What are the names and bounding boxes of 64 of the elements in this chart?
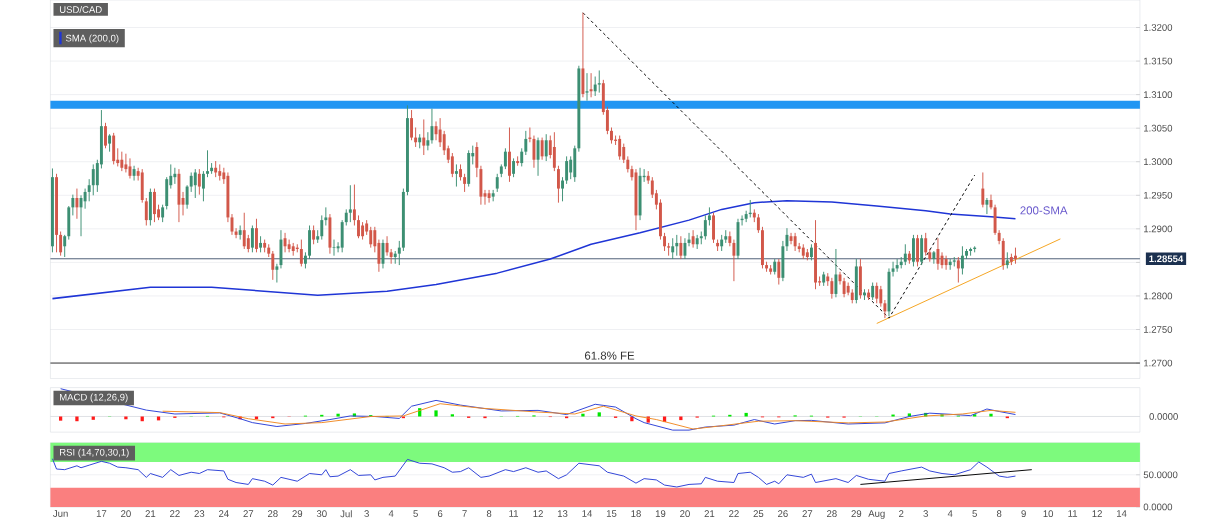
ref-line-label: 61.8% FE [584,351,635,360]
x-tick-label: 29 [292,510,303,518]
y-tick-label: 1.2700 [1144,359,1173,367]
x-tick-label: 17 [96,510,107,517]
x-tick-label: 24 [219,510,229,518]
legend-label: SMA (200,0) [65,34,119,44]
x-tick-label: 5 [972,510,977,518]
x-tick-label: 15 [606,510,617,518]
x-tick-label: 6 [437,510,443,518]
x-tick-label: 4 [388,510,394,517]
x-tick-label: 27 [802,510,813,518]
x-tick-label: 29 [851,510,862,518]
x-tick-label: 3 [923,510,928,518]
y-tick-label: 1.3000 [1144,158,1173,166]
x-tick-label: 14 [1117,510,1127,517]
x-tick-label: Jun [53,510,68,518]
x-tick-label: 10 [1043,510,1054,518]
y-tick-label: 1.2750 [1144,326,1173,333]
x-tick-label: 8 [996,510,1002,518]
x-tick-label: 12 [533,510,543,518]
x-tick-label: 18 [631,510,641,518]
x-tick-label: 25 [753,510,764,518]
x-tick-label: 14 [582,510,593,517]
ref-line-label: 1.28554 [1149,255,1184,263]
x-tick-label: 3 [364,510,369,518]
x-tick-label: Jul [340,510,352,518]
x-tick-label: 11 [1068,510,1078,517]
x-tick-label: 22 [729,510,739,518]
x-tick-label: 20 [680,510,690,518]
x-tick-label: Aug [868,510,885,519]
y-tick-label: 1.3150 [1144,57,1173,65]
x-tick-label: 21 [704,510,715,518]
x-tick-label: 5 [413,510,418,518]
chart-title: USD/CAD [59,6,102,14]
x-tick-label: 28 [827,510,837,518]
chart-title: MACD (12,26,9) [60,393,128,403]
x-tick-label: 21 [145,510,156,518]
x-tick-label: 20 [121,510,131,518]
x-tick-label: 2 [899,510,904,518]
x-tick-label: 19 [655,510,666,518]
x-tick-label: 8 [486,510,492,518]
x-tick-label: 22 [170,510,180,518]
y-tick-label: 0.0000 [1143,503,1173,511]
y-tick-label: 1.2900 [1144,225,1173,233]
annotation: 200-SMA [1020,206,1068,215]
y-tick-label: 1.3050 [1144,124,1173,132]
x-tick-label: 30 [316,510,327,518]
x-tick-label: 13 [557,510,568,518]
y-tick-label: 1.3200 [1144,24,1173,31]
x-tick-label: 11 [509,510,519,517]
x-tick-label: 9 [1021,510,1026,518]
x-tick-label: 26 [778,510,788,518]
x-tick-label: 28 [267,510,278,518]
y-tick-label: 1.2950 [1144,192,1173,199]
x-tick-label: 7 [462,510,467,517]
text: RSI (14,70,30,1) [60,448,129,458]
text: 0.0000 [1149,413,1178,420]
x-tick-label: 12 [1092,510,1102,518]
x-tick-label: 4 [947,510,953,517]
y-tick-label: 1.3100 [1144,91,1173,99]
y-tick-label: 50.0000 [1143,471,1178,479]
x-tick-label: 23 [194,510,205,518]
y-tick-label: 1.2800 [1144,292,1173,300]
x-tick-label: 27 [243,510,254,518]
